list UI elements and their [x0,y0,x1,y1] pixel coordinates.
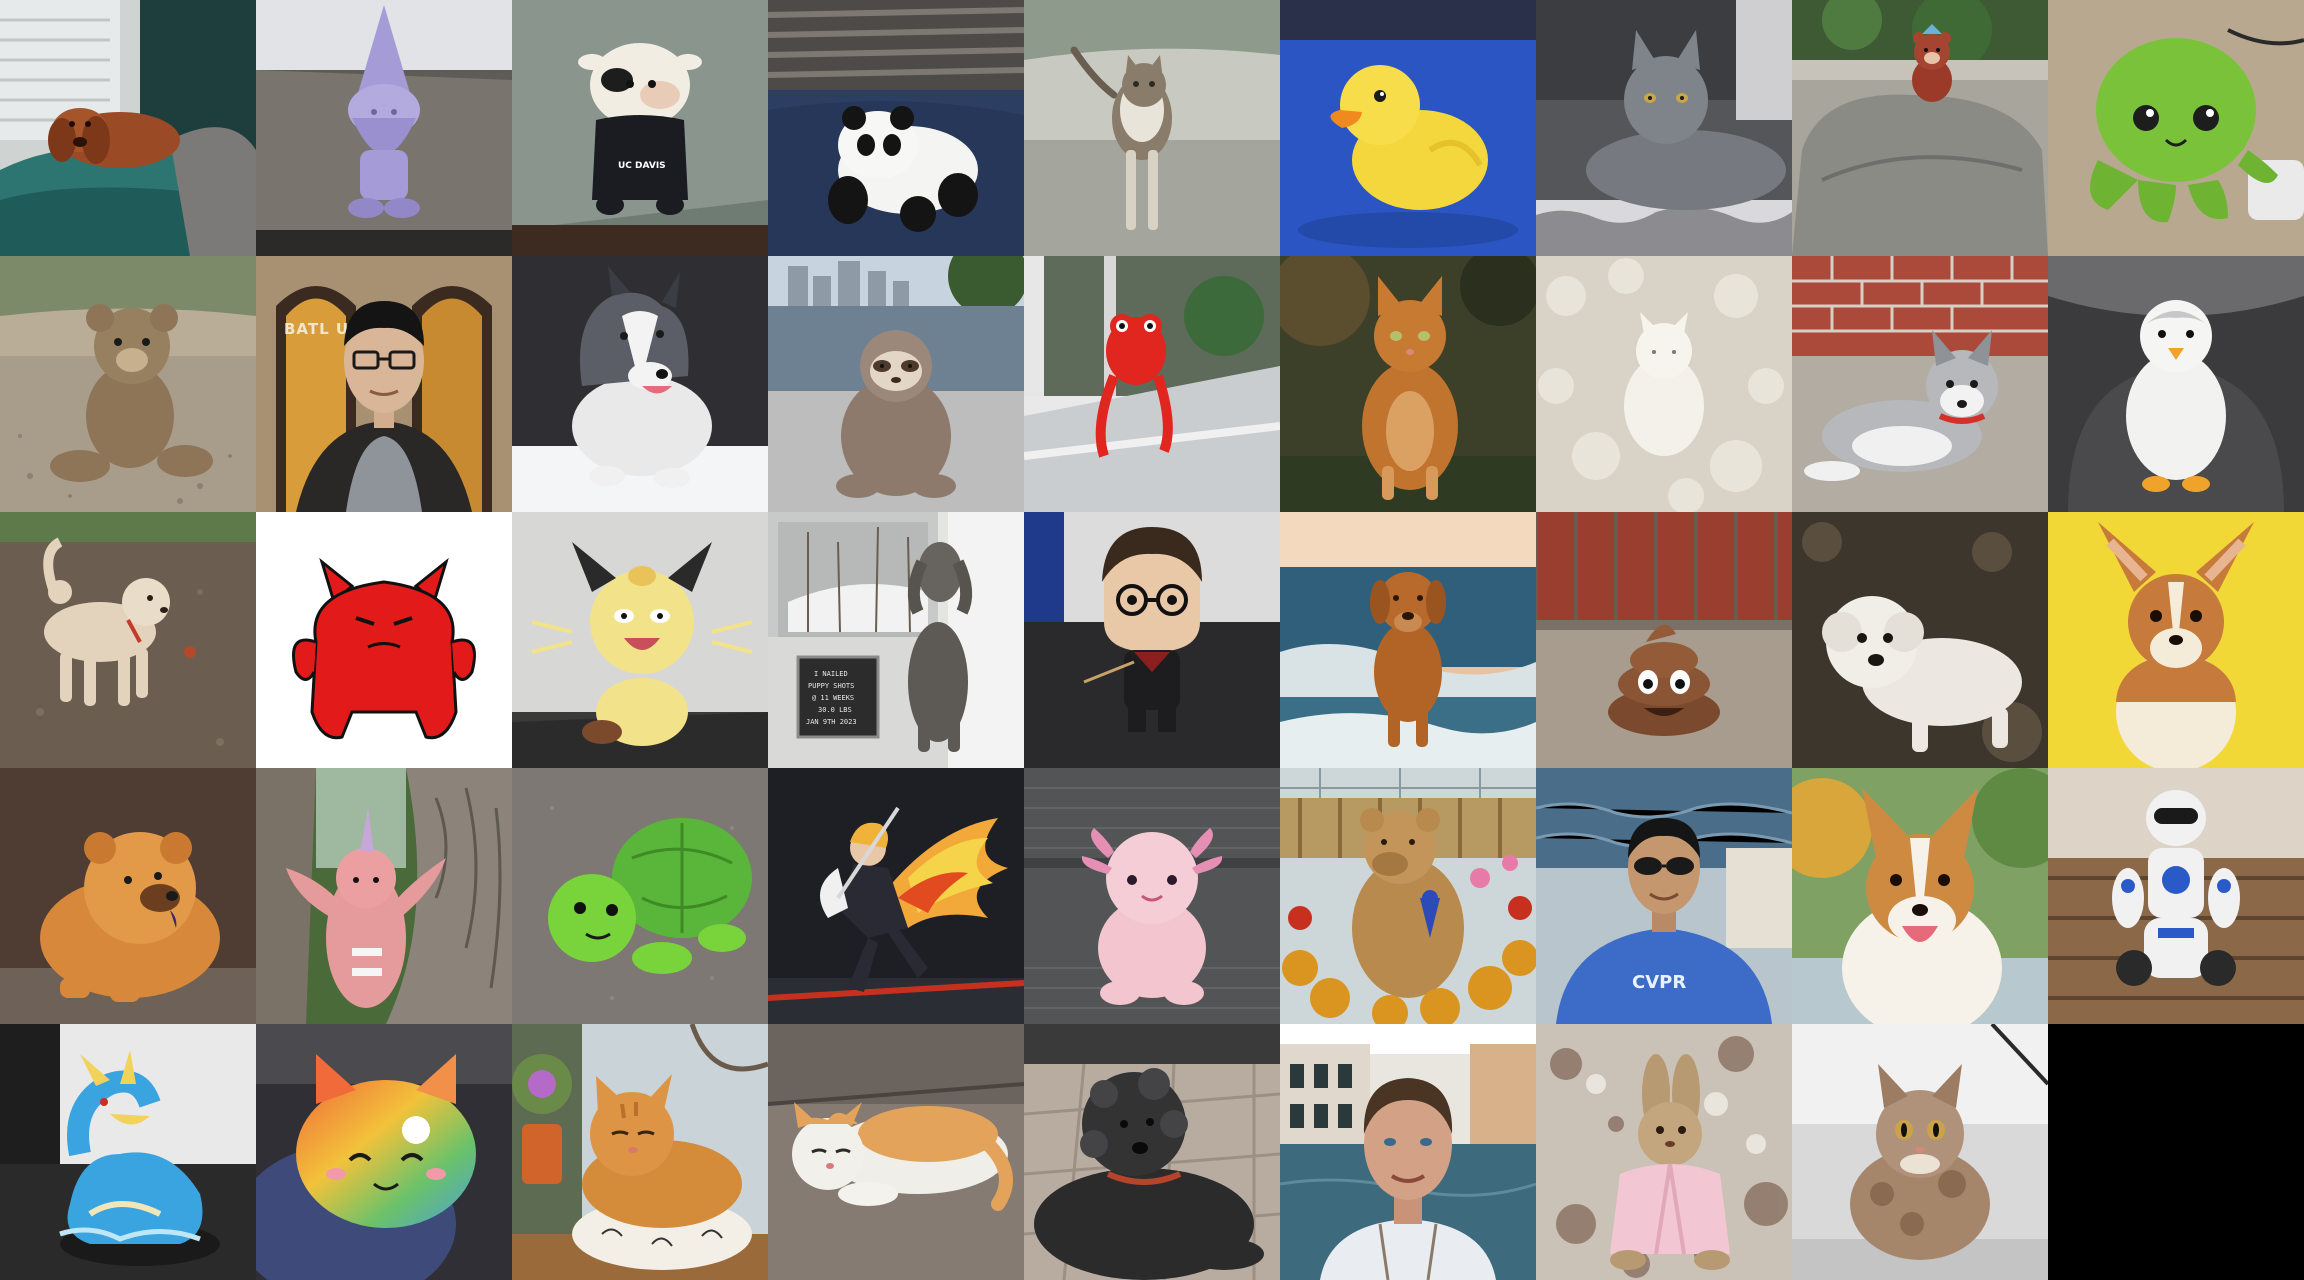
tile-white-poodle [1792,512,2048,768]
tile-empty [2048,1024,2304,1280]
sign-line-5: JAN 9TH 2023 [806,718,857,726]
tile-corgi-smiling [1792,768,2048,1024]
sign-line-1: I NAILED [814,670,848,678]
tile-white-figurine-on-fur [1536,256,1792,512]
tile-man-with-glasses: BATL UDI [256,256,512,512]
tile-green-octopus-plush [2048,0,2304,256]
tile-meowth-plush [512,512,768,768]
tile-grey-dog-with-sign: I NAILED PUPPY SHOTS @ 11 WEEKS 30.0 LBS… [768,512,1024,768]
tile-purple-gnome-figurine [256,0,512,256]
tile-black-shaggy-dog [1024,1024,1280,1280]
tile-ucdavis-cow-plush: UC DAVIS [512,0,768,256]
tile-retriever-on-beach [1280,512,1536,768]
tile-orange-cat-in-basket [512,1024,768,1280]
tile-corgi-puppy-yellow [2048,512,2304,768]
tile-white-robot-toy [2048,768,2304,1024]
tile-tabby-cat-walking [1024,0,1280,256]
sign-line-2: PUPPY SHOTS [808,682,854,690]
tile-orange-white-cat-lying [768,1024,1024,1280]
tile-man-in-venice [1280,1024,1536,1280]
tile-dachshund-on-sofa [0,0,256,256]
tile-anime-figure-flames [768,768,1024,1024]
tile-grey-cat-lying [1536,0,1792,256]
sign-line-3: @ 11 WEEKS [812,694,854,702]
tile-husky-plush-by-brick [1792,256,2048,512]
tile-small-bear-on-rock [1792,0,2048,256]
tile-sloth-plush-by-river [768,256,1024,512]
sign-line-4: 30.0 LBS [818,706,852,714]
tile-bear-statue-flowers [1280,768,1536,1024]
tile-red-devil-cartoon [256,512,512,768]
tile-red-monster-plush-window [1024,256,1280,512]
tile-green-turtle-plush [512,768,768,1024]
tile-fluffy-kitten [1792,1024,2048,1280]
tile-pink-narwhal-plush-on-tree [256,768,512,1024]
tile-border-collie-dog [512,256,768,512]
tile-teddy-bear-on-gravel [0,256,256,512]
tile-panda-plush [768,0,1024,256]
tile-penguin-plush [2048,256,2304,512]
tile-gyarados-figure [0,1024,256,1280]
cvpr-shirt-print: CVPR [1632,972,1686,993]
tile-chow-chow-dog [0,768,256,1024]
tile-orange-cat-sitting [1280,256,1536,512]
tile-pink-axolotl-plush [1024,768,1280,1024]
tile-poop-emoji-figure [1536,512,1792,768]
tile-man-sunglasses-boat: CVPR [1536,768,1792,1024]
ucdavis-shirt-print: UC DAVIS [618,161,666,171]
tile-bunny-plush-pink-robe [1536,1024,1792,1280]
tile-rainbow-cat-plush [256,1024,512,1280]
tile-poodle-on-dirt [0,512,256,768]
tile-rubber-duck [1280,0,1536,256]
tile-funko-pop-figure [1024,512,1280,768]
